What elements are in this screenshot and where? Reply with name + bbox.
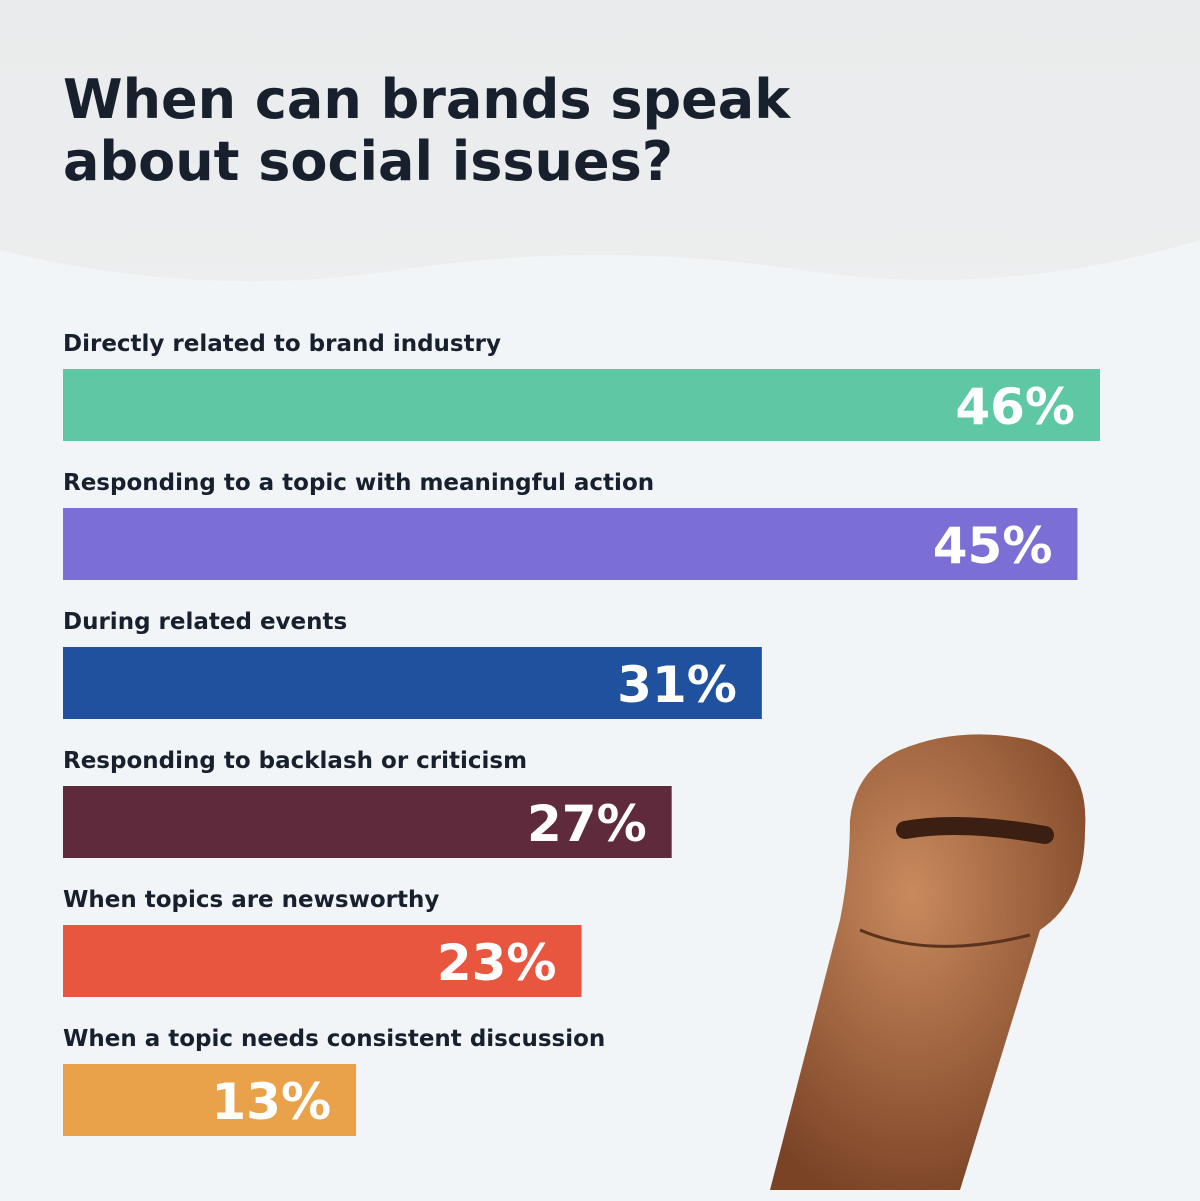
bar [63,508,1078,580]
category-label: During related events [63,609,347,635]
bar [63,786,672,858]
category-label: Responding to backlash or criticism [63,748,527,774]
value-label: 31% [617,656,737,714]
value-label: 46% [955,378,1075,436]
bar [63,369,1100,441]
category-label: Responding to a topic with meaningful ac… [63,470,654,496]
title-line: When can brands speak [63,68,791,131]
bar [63,925,582,997]
bar [63,1064,357,1136]
fist [770,734,1086,1190]
category-label: When a topic needs consistent discussion [63,1026,605,1052]
chart-title: When can brands speak about social issues… [63,68,791,193]
title-line: about social issues? [63,130,673,193]
value-label: 27% [527,795,647,853]
value-label: 45% [933,517,1053,575]
value-label: 13% [211,1073,331,1131]
bar [63,647,762,719]
category-label: Directly related to brand industry [63,331,501,357]
category-label: When topics are newsworthy [63,887,439,913]
value-label: 23% [437,934,557,992]
